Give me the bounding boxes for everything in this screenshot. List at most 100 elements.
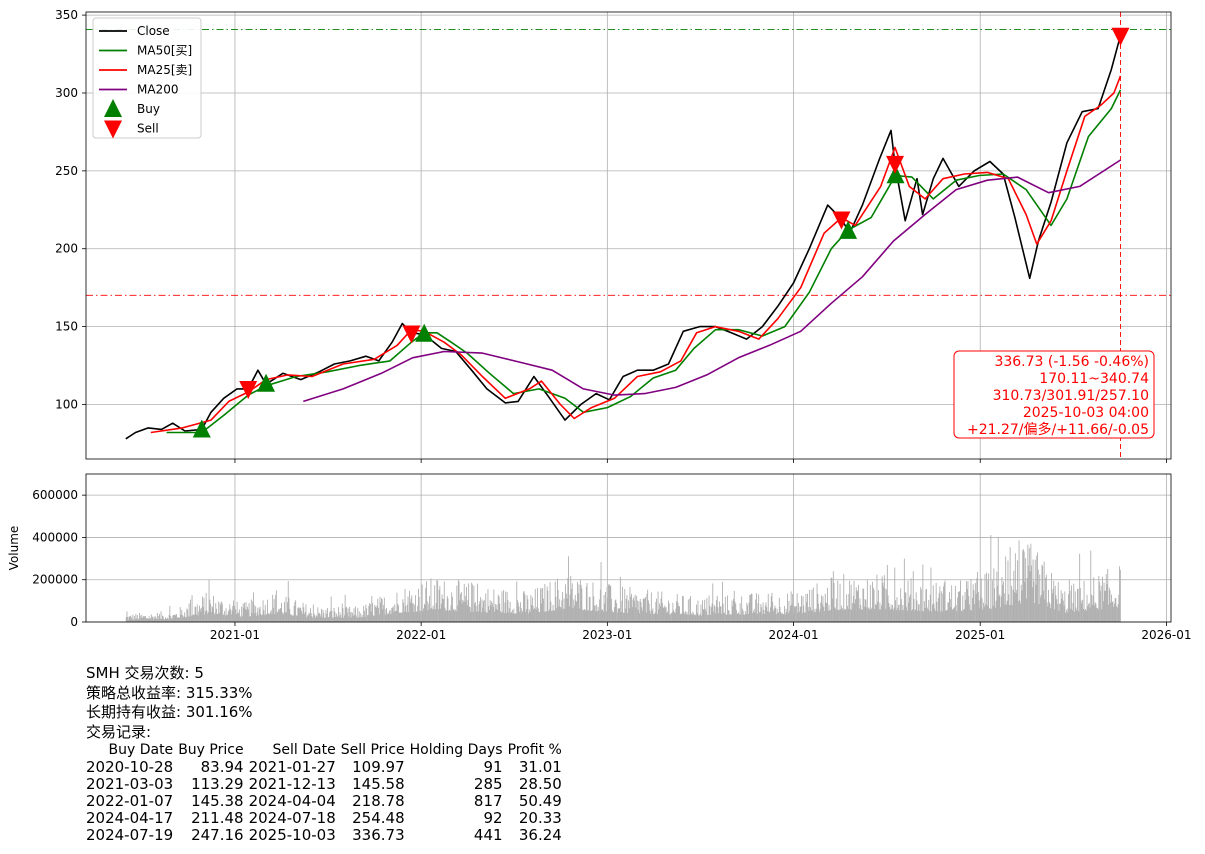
volume-bar [1009,547,1011,622]
buy-marker [886,165,905,184]
volume-bar [226,615,228,622]
volume-bar [982,609,984,622]
volume-bar [833,583,835,622]
volume-bar [854,603,856,622]
volume-bar [488,606,490,622]
volume-bar [454,611,456,622]
volume-bar [799,606,801,622]
volume-bar [1112,601,1114,622]
volume-bar [843,574,845,622]
volume-bar [262,600,264,622]
volume-bar [1059,603,1061,622]
trade-report: SMH 交易次数: 5 策略总收益率: 315.33% 长期持有收益: 301.… [86,664,786,844]
volume-bar [258,615,260,622]
volume-bar [213,595,214,622]
volume-bar [1115,597,1117,622]
volume-bar [660,598,662,622]
volume-bar [527,599,529,622]
volume-bar [962,595,964,622]
volume-bar [985,604,987,622]
cell-buy-price: 247.16 [191,826,244,844]
volume-bar [237,613,239,622]
cell-holding-days: 91 [483,758,503,776]
volume-bar [649,610,651,622]
volume-bar [1111,602,1113,622]
volume-bar [453,608,455,622]
volume-bar [396,592,398,622]
volume-bar [579,608,581,622]
volume-bar [696,604,697,622]
volume-bar [216,608,217,622]
volume-bar [598,610,600,622]
volume-bar [812,610,814,622]
volume-bar [963,609,964,622]
volume-bar [173,615,174,622]
volume-bar [1091,604,1093,622]
volume-bar [162,616,164,622]
volume-bar [857,591,859,622]
volume-bar [522,610,524,622]
volume-bar [736,614,738,622]
volume-bar [256,615,257,622]
volume-bar [335,613,337,622]
volume-bar [476,611,478,622]
volume-bar [544,584,546,622]
volume-bar [357,608,359,622]
x-tick-label: 2021-01 [210,628,260,642]
volume-bar [586,583,588,622]
volume-bar [838,609,839,622]
volume-bar [211,606,213,622]
volume-bar [765,602,767,622]
volume-bar [698,615,700,622]
volume-bar [908,602,910,622]
volume-bar [415,611,417,622]
volume-bar [360,613,362,622]
volume-bar [338,616,340,622]
volume-bar [326,613,328,622]
volume-bar [194,606,196,622]
cell-buy-date: 2022-01-07 [86,792,174,810]
volume-bar [272,594,274,622]
trade-table-header: Buy Date Buy Price Sell Date Sell Price … [86,742,567,759]
volume-bar [516,581,518,622]
volume-bar [170,618,172,622]
volume-bar [695,615,697,622]
volume-bar [869,609,870,622]
volume-bar [999,594,1001,622]
volume-bar [497,610,498,622]
volume-bar [758,612,760,622]
volume-bar [624,589,626,622]
volume-bar [747,605,748,622]
volume-bar [1084,610,1086,622]
volume-bar [387,612,389,622]
volume-bar [693,615,695,622]
volume-bar [489,600,491,622]
volume-bar [462,599,464,622]
volume-bar [972,584,974,622]
cell-profit: 31.01 [518,758,562,776]
volume-bar [422,611,424,622]
volume-bar [1088,602,1090,622]
volume-bar [690,596,691,622]
volume-bar [494,611,495,622]
volume-bar [300,608,302,622]
volume-bar [755,599,757,622]
volume-bar [477,611,479,622]
volume-bar [890,604,892,622]
volume-bar [312,617,314,622]
table-row: 2024-07-19 247.16 2025-10-03 336.73 441 … [86,827,567,844]
volume-bar [293,615,294,622]
volume-bar [792,594,794,622]
volume-bar [783,614,785,622]
volume-bar [582,610,584,622]
volume-bar [979,607,981,622]
volume-bar [540,603,542,622]
volume-bar [482,607,484,622]
sell-marker [1111,27,1130,46]
volume-bar [587,610,589,622]
volume-bar [791,604,793,622]
volume-bar [969,604,970,622]
volume-bar [324,617,325,622]
volume-bar [480,597,481,622]
volume-bar [523,591,525,622]
